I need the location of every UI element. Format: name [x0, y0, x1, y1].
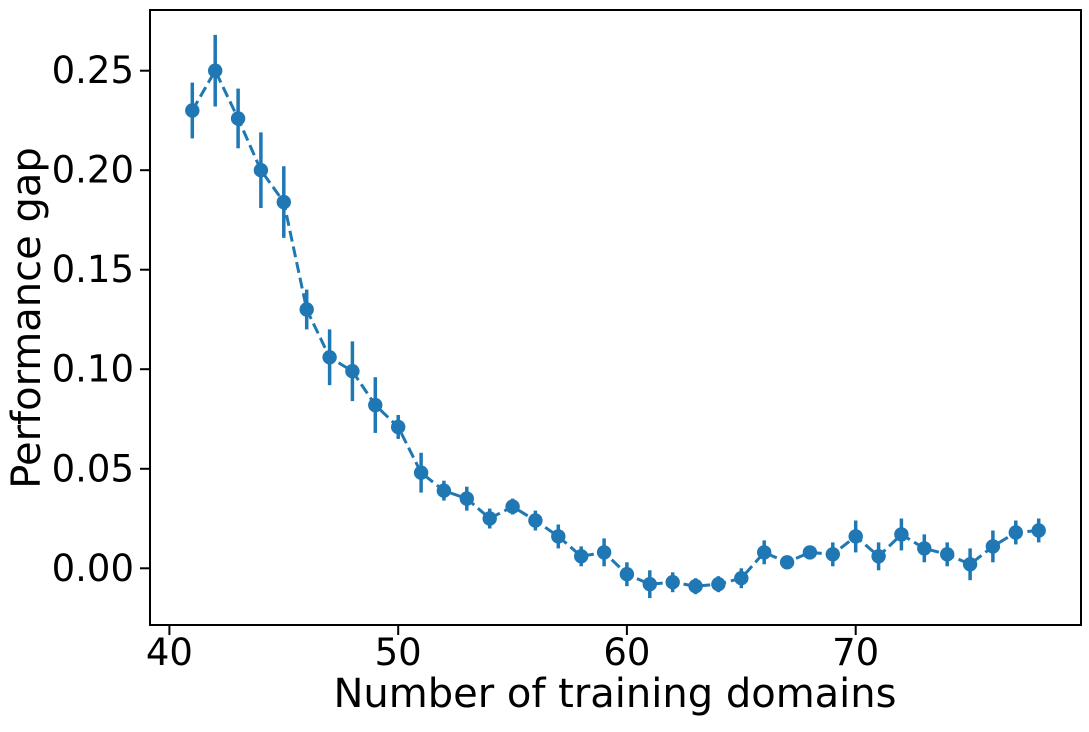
- data-point-marker: [391, 419, 406, 435]
- x-axis-label: Number of training domains: [334, 671, 897, 717]
- x-tick-label: 40: [146, 631, 193, 674]
- y-axis-label: Performance gap: [4, 147, 50, 488]
- data-point-marker: [208, 63, 223, 78]
- data-point-marker: [848, 529, 863, 544]
- data-point-marker: [551, 529, 566, 544]
- data-point-marker: [688, 579, 703, 594]
- data-point-marker: [436, 483, 452, 498]
- data-point-marker: [322, 350, 337, 365]
- data-point-marker: [665, 575, 680, 590]
- plot-area: 40 50 60 70 0.00 0.05 0.10 0.15 0.20 0.25: [52, 9, 1082, 674]
- data-point-marker: [574, 549, 589, 564]
- data-point-marker: [230, 111, 246, 126]
- data-point-marker: [299, 302, 314, 317]
- x-tick-label: 70: [832, 631, 879, 674]
- data-line: [190, 67, 1039, 588]
- data-point-marker: [642, 577, 657, 592]
- y-tick-label: 0.00: [52, 547, 134, 590]
- data-point-marker: [459, 491, 474, 506]
- data-point-marker: [962, 557, 978, 572]
- y-tick-label: 0.05: [52, 447, 134, 490]
- data-point-marker: [482, 511, 497, 526]
- data-point-marker: [276, 194, 291, 210]
- data-point-marker: [505, 499, 520, 514]
- data-point-marker: [917, 541, 932, 556]
- data-point-marker: [757, 545, 772, 560]
- data-point-marker: [802, 545, 818, 560]
- data-point-marker: [711, 577, 726, 592]
- plot-border: [149, 9, 1082, 626]
- data-point-marker: [185, 103, 200, 118]
- data-point-marker: [596, 545, 612, 560]
- x-tick-label: 60: [603, 631, 650, 674]
- data-point-marker: [528, 513, 543, 528]
- data-point-marker: [345, 364, 360, 379]
- data-point-marker: [940, 547, 955, 562]
- data-point-marker: [413, 465, 429, 480]
- data-point-marker: [894, 527, 909, 542]
- data-point-marker: [734, 571, 749, 586]
- y-tick-label: 0.15: [52, 248, 134, 291]
- data-point-marker: [825, 547, 840, 562]
- data-point-marker: [1031, 523, 1046, 538]
- x-tick-label: 50: [375, 631, 422, 674]
- y-tick-label: 0.20: [52, 149, 134, 192]
- data-point-marker: [619, 567, 635, 582]
- data-point-marker: [368, 397, 383, 413]
- y-tick-label: 0.10: [52, 348, 134, 391]
- data-point-marker: [985, 539, 1001, 554]
- data-point-marker: [779, 555, 795, 570]
- data-point-marker: [253, 163, 269, 178]
- data-point-marker: [1008, 525, 1023, 540]
- data-point-marker: [871, 549, 886, 564]
- y-tick-label: 0.25: [52, 49, 134, 92]
